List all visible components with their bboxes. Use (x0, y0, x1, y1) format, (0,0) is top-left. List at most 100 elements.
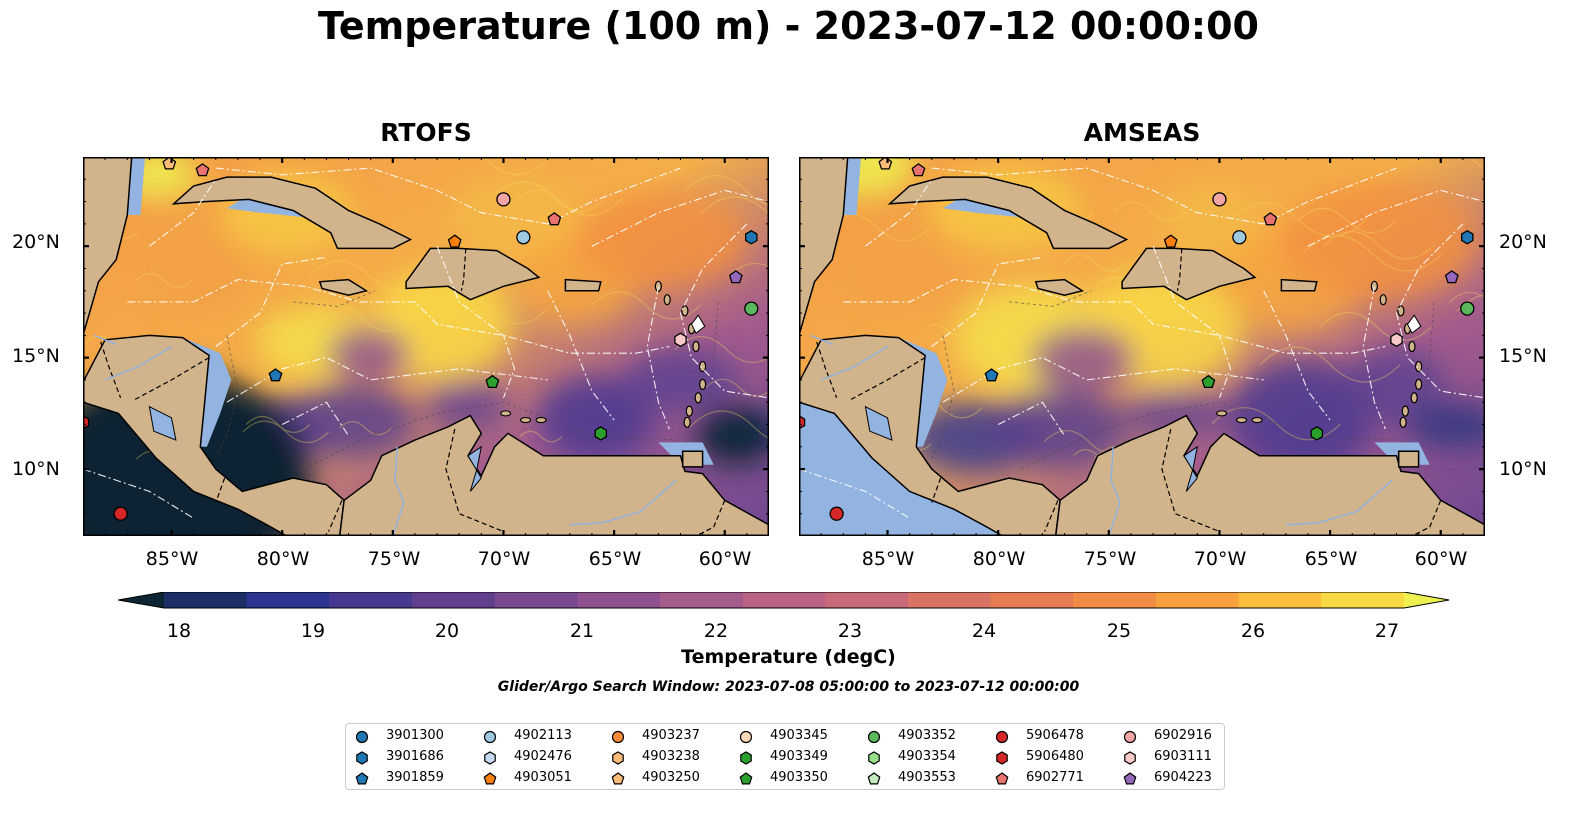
float-marker-5906478[interactable] (829, 506, 844, 521)
lon-label-85w-rtofs: 85°W (145, 548, 199, 570)
colorbar-tick-19: 19 (300, 620, 326, 642)
colorbar-tick-22: 22 (703, 620, 729, 642)
lesser-antilles-island (1415, 360, 1423, 373)
land-cuba (887, 176, 1129, 250)
legend-label: 4902113 (514, 728, 572, 743)
colorbar-segment (329, 592, 413, 608)
legend-label: 4903349 (770, 749, 828, 764)
land-cuba (171, 176, 413, 250)
colorbar-tick-27: 27 (1374, 620, 1400, 642)
float-marker-4903350[interactable] (1201, 374, 1216, 389)
land-south (1054, 414, 1485, 536)
float-marker-4903349[interactable] (594, 426, 608, 441)
float-marker-4903349[interactable] (1310, 426, 1324, 441)
hexagon-marker-icon (996, 751, 1008, 765)
land-south (338, 414, 769, 536)
abc-island (1251, 417, 1263, 424)
lesser-antilles-island (683, 416, 691, 428)
pentagon-marker-icon (1123, 772, 1137, 785)
colorbar-segment (908, 592, 992, 608)
land-jamaica (318, 278, 369, 296)
amseas-map[interactable] (799, 157, 1485, 536)
float-marker-3901859[interactable] (268, 368, 283, 382)
lon-label-60w-rtofs: 60°W (698, 548, 752, 570)
float-marker-6903111[interactable] (674, 332, 687, 348)
lesser-antilles-island (699, 360, 707, 373)
legend-label: 4902476 (514, 749, 572, 764)
float-marker-6903111[interactable] (1390, 332, 1403, 348)
float-marker-6902771[interactable] (195, 163, 210, 177)
lesser-antilles-island (685, 405, 693, 417)
pentagon-marker-icon (995, 772, 1009, 785)
legend-label: 4903553 (898, 770, 956, 785)
lesser-antilles-island (1410, 392, 1418, 404)
lat-label-20n-right: 20°N (1499, 231, 1547, 253)
lon-label-75w-amseas: 75°W (1083, 548, 1137, 570)
colorbar-label: Temperature (degC) (681, 646, 896, 668)
map-frame (83, 157, 769, 536)
float-marker-4903352[interactable] (744, 301, 759, 316)
float-marker-6904223[interactable] (1444, 270, 1459, 284)
float-marker-3901686[interactable] (1461, 230, 1474, 245)
float-marker-6904223[interactable] (728, 270, 743, 284)
lake-maracaibo (467, 445, 483, 492)
land-jamaica (1034, 278, 1085, 296)
float-marker-4902113[interactable] (516, 230, 531, 245)
hexagon-marker-icon (612, 751, 624, 765)
legend-label: 3901300 (386, 728, 444, 743)
pentagon-marker-icon (483, 772, 497, 785)
pentagon-marker-icon (355, 772, 369, 785)
float-marker-6902771[interactable] (547, 212, 562, 226)
float-marker-4903350[interactable] (485, 374, 500, 389)
circle-marker-icon (739, 730, 753, 744)
lesser-antilles-island (694, 392, 702, 404)
float-marker-6902916[interactable] (1212, 192, 1227, 207)
legend-label: 4903350 (770, 770, 828, 785)
rtofs-map[interactable] (83, 157, 769, 536)
legend-label: 6903111 (1154, 749, 1212, 764)
lon-label-65w-rtofs: 65°W (588, 548, 642, 570)
circle-marker-icon (611, 730, 625, 744)
float-marker-4902113[interactable] (1232, 230, 1247, 245)
colorbar-outline (118, 592, 1450, 609)
lon-label-70w-amseas: 70°W (1193, 548, 1247, 570)
circle-marker-icon (995, 730, 1009, 744)
colorbar-min-extend (118, 592, 164, 608)
lesser-antilles-island (1401, 405, 1409, 417)
lake-nicaragua (864, 405, 893, 441)
colorbar-segment (1073, 592, 1157, 608)
circle-marker-icon (355, 730, 369, 744)
circle-marker-icon (483, 730, 497, 744)
panel-title-rtofs: RTOFS (380, 118, 472, 147)
legend-label: 4903237 (642, 728, 700, 743)
lesser-antilles-island (1399, 416, 1407, 428)
float-marker-3901859[interactable] (984, 368, 999, 382)
float-marker-6902771[interactable] (1263, 212, 1278, 226)
land-hispaniola (1121, 247, 1257, 301)
colorbar-tick-23: 23 (837, 620, 863, 642)
float-marker-5906478[interactable] (113, 506, 128, 521)
lesser-antilles-island (1397, 305, 1405, 317)
colorbar-tick-21: 21 (569, 620, 595, 642)
lat-label-10n-right: 10°N (1499, 458, 1547, 480)
hexagon-marker-icon (740, 751, 752, 765)
float-marker-4903352[interactable] (1460, 301, 1475, 316)
float-marker-6902916[interactable] (496, 192, 511, 207)
circle-marker-icon (1123, 730, 1137, 744)
float-marker-3901686[interactable] (745, 230, 758, 245)
lat-label-10n-left: 10°N (12, 458, 60, 480)
lat-label-15n-left: 15°N (12, 345, 60, 367)
colorbar-segment (1321, 592, 1405, 608)
float-marker-6902771[interactable] (911, 163, 926, 177)
lesser-antilles-island (699, 378, 707, 390)
star-marker (690, 314, 706, 334)
hexagon-marker-icon (356, 751, 368, 765)
land-trinidad (1397, 450, 1420, 468)
colorbar-tick-18: 18 (166, 620, 192, 642)
legend-label: 6904223 (1154, 770, 1212, 785)
float-marker-4903051[interactable] (1163, 234, 1178, 248)
legend-label: 5906478 (1026, 728, 1084, 743)
float-marker-4903051[interactable] (447, 234, 462, 248)
hexagon-marker-icon (1124, 751, 1136, 765)
lat-label-20n-left: 20°N (12, 231, 60, 253)
